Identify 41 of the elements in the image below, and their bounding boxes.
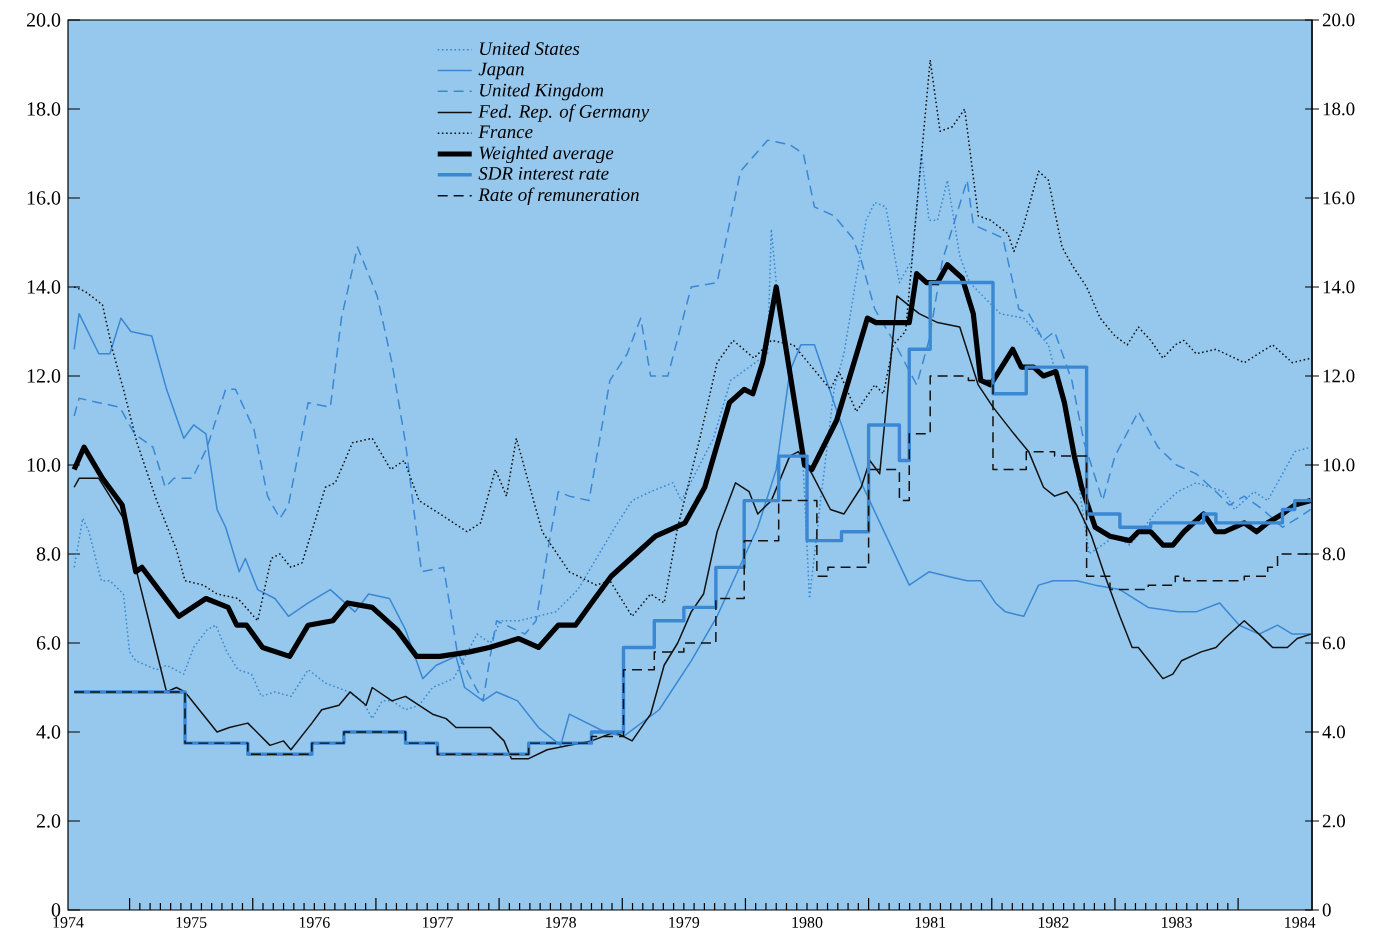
legend-label: Japan (478, 62, 524, 80)
x-tick-label: 1981 (915, 917, 946, 928)
y-tick-label: 10.0 (27, 458, 61, 472)
y-tick-label: 14.0 (27, 280, 61, 294)
x-tick-label: 1976 (299, 917, 330, 928)
legend-label: Fed. Rep. of Germany (478, 104, 650, 122)
legend-label: United States (480, 41, 580, 56)
x-tick-label: 1984 (1285, 917, 1316, 928)
legend-label: Rate of remuneration (478, 187, 639, 205)
y-tick-label: 0 (51, 903, 61, 917)
y-tick-label: 12.0 (27, 369, 61, 383)
y2-tick-label: 12.0 (1323, 369, 1355, 383)
x-tick-label: 1977 (422, 917, 453, 928)
x-tick-label: 1980 (792, 917, 823, 928)
y-tick-label: 2.0 (36, 814, 61, 828)
x-tick-label: 1983 (1161, 917, 1192, 928)
y2-tick-label: 10.0 (1323, 458, 1355, 472)
legend-label: United Kingdom (480, 83, 604, 101)
x-tick-label: 1975 (176, 917, 207, 928)
legend-label: Weighted average (479, 145, 614, 164)
y-tick-label: 20.0 (26, 13, 61, 27)
y2-tick-label: 18.0 (1323, 102, 1355, 116)
x-tick-label: 1974 (53, 917, 84, 928)
x-tick-label: 1979 (669, 917, 700, 928)
y-tick-label: 18.0 (27, 102, 61, 116)
legend-label: SDR interest rate (478, 167, 609, 180)
x-tick-label: 1982 (1038, 917, 1069, 928)
y-tick-label: 4.0 (36, 725, 61, 739)
y2-tick-label: 8.0 (1322, 547, 1345, 561)
y2-tick-label: 6.0 (1322, 636, 1345, 650)
y2-tick-label: 16.0 (1323, 191, 1355, 205)
y2-tick-label: 0 (1322, 903, 1331, 917)
y2-tick-label: 14.0 (1323, 280, 1355, 294)
y-tick-label: 6.0 (36, 636, 61, 650)
legend-label: France (478, 125, 533, 139)
y2-tick-label: 4.0 (1322, 725, 1345, 739)
y2-tick-label: 20.0 (1322, 13, 1355, 27)
y2-tick-label: 2.0 (1322, 814, 1345, 828)
y-tick-label: 16.0 (27, 191, 61, 205)
y-tick-label: 8.0 (36, 547, 61, 561)
x-tick-label: 1978 (546, 917, 577, 928)
